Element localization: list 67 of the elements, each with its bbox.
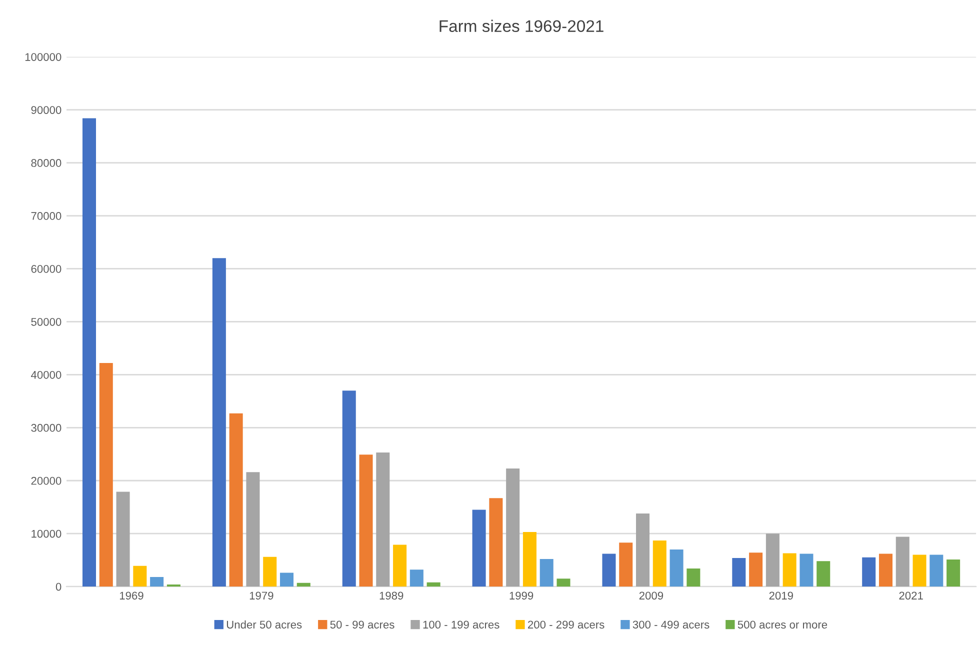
bar bbox=[166, 584, 180, 587]
bar bbox=[116, 492, 130, 587]
legend-label: 100 - 199 acres bbox=[423, 620, 500, 629]
bar bbox=[636, 513, 650, 587]
bar bbox=[556, 578, 570, 587]
legend-label: Under 50 acres bbox=[226, 620, 302, 629]
chart-title: Farm sizes 1969-2021 bbox=[440, 20, 604, 32]
bar bbox=[376, 452, 390, 587]
bar bbox=[619, 542, 633, 587]
bar bbox=[800, 554, 814, 587]
bar bbox=[522, 532, 536, 587]
bar bbox=[280, 572, 294, 587]
legend-label: 500 acres or more bbox=[738, 620, 828, 629]
x-tick-label: 2021 bbox=[899, 592, 923, 600]
bar bbox=[489, 498, 503, 587]
bar bbox=[506, 468, 520, 587]
y-tick-label: 80000 bbox=[31, 159, 62, 167]
bar bbox=[732, 558, 746, 587]
x-tick-label: 2009 bbox=[639, 592, 664, 600]
y-tick-label: 30000 bbox=[31, 424, 62, 432]
bar bbox=[263, 556, 277, 587]
bar bbox=[393, 544, 407, 587]
x-tick-label: 1999 bbox=[510, 592, 534, 600]
bar bbox=[410, 570, 424, 587]
legend-label: 300 - 499 acers bbox=[632, 620, 710, 629]
bar bbox=[878, 554, 892, 587]
bar bbox=[296, 582, 310, 587]
bar bbox=[359, 454, 373, 587]
y-tick-label: 0 bbox=[56, 582, 62, 591]
bar bbox=[150, 577, 164, 587]
bar bbox=[930, 554, 944, 587]
y-tick-label: 50000 bbox=[31, 318, 62, 326]
bar bbox=[602, 554, 616, 587]
x-tick-label: 1989 bbox=[380, 592, 404, 600]
legend-label: 200 - 299 acers bbox=[528, 620, 604, 629]
bar bbox=[912, 554, 926, 587]
bar bbox=[652, 540, 666, 587]
bar bbox=[133, 566, 147, 587]
bar bbox=[82, 118, 96, 587]
y-tick-label: 10000 bbox=[32, 530, 62, 538]
bar bbox=[946, 560, 960, 587]
bar bbox=[670, 549, 684, 587]
bar bbox=[229, 413, 243, 587]
bar bbox=[99, 363, 113, 587]
bar bbox=[782, 553, 796, 587]
bar bbox=[212, 258, 226, 587]
bar bbox=[862, 557, 876, 587]
bar bbox=[686, 568, 700, 587]
x-tick-label: 1969 bbox=[120, 592, 144, 600]
x-tick-label: 1979 bbox=[250, 592, 274, 600]
y-tick-label: 90000 bbox=[31, 106, 62, 114]
bar bbox=[342, 390, 356, 587]
y-tick-label: 20000 bbox=[31, 476, 62, 485]
bar bbox=[540, 559, 554, 587]
legend-label: 50 - 99 acres bbox=[330, 620, 394, 629]
y-tick-label: 70000 bbox=[31, 212, 62, 220]
x-tick-label: 2019 bbox=[769, 592, 793, 600]
bar bbox=[896, 536, 910, 587]
bar bbox=[246, 472, 260, 587]
bar bbox=[426, 582, 440, 587]
y-tick-label: 100000 bbox=[25, 53, 62, 61]
bar bbox=[472, 510, 486, 587]
bar bbox=[749, 552, 763, 587]
bar bbox=[766, 534, 780, 587]
y-tick-label: 60000 bbox=[31, 265, 62, 273]
y-tick-label: 40000 bbox=[31, 370, 62, 379]
bar bbox=[816, 561, 830, 587]
